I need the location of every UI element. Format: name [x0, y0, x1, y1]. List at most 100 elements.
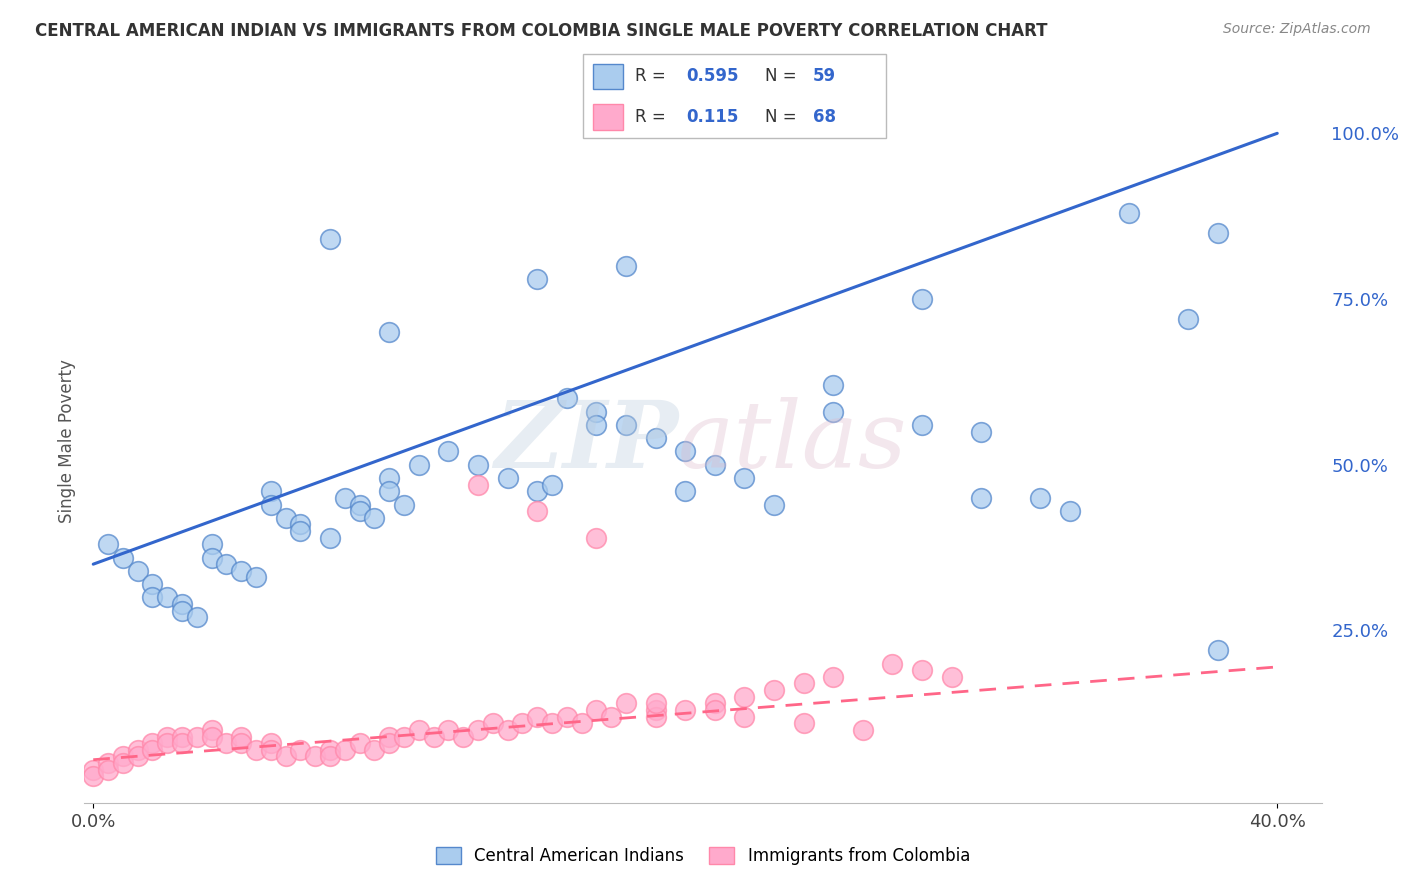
- Point: [349, 504, 371, 518]
- Point: [141, 743, 163, 757]
- Point: [970, 425, 993, 439]
- Point: [541, 716, 564, 731]
- Point: [141, 591, 163, 605]
- Point: [644, 697, 666, 711]
- Point: [437, 723, 460, 737]
- Point: [467, 723, 489, 737]
- Point: [422, 730, 444, 744]
- Text: R =: R =: [636, 108, 676, 126]
- Text: 59: 59: [813, 68, 837, 86]
- Point: [763, 683, 786, 698]
- Point: [703, 703, 725, 717]
- Point: [170, 597, 193, 611]
- Point: [363, 743, 385, 757]
- Point: [600, 709, 623, 723]
- Point: [467, 458, 489, 472]
- Point: [673, 444, 696, 458]
- Point: [451, 730, 474, 744]
- Point: [1177, 312, 1199, 326]
- Point: [614, 259, 637, 273]
- Text: 0.595: 0.595: [686, 68, 738, 86]
- Point: [941, 670, 963, 684]
- Point: [793, 676, 815, 690]
- Point: [156, 730, 179, 744]
- Point: [319, 749, 342, 764]
- Point: [231, 730, 253, 744]
- Point: [363, 510, 385, 524]
- Point: [170, 730, 193, 744]
- Point: [408, 458, 430, 472]
- Point: [127, 749, 149, 764]
- Point: [703, 458, 725, 472]
- Point: [127, 564, 149, 578]
- Point: [260, 736, 283, 750]
- Point: [97, 537, 120, 551]
- Point: [170, 603, 193, 617]
- Point: [201, 537, 224, 551]
- Point: [274, 510, 297, 524]
- Point: [245, 743, 267, 757]
- Point: [526, 272, 548, 286]
- Point: [290, 743, 312, 757]
- Point: [585, 531, 607, 545]
- Point: [392, 498, 415, 512]
- Point: [97, 756, 120, 770]
- Point: [644, 431, 666, 445]
- Point: [141, 577, 163, 591]
- Point: [1059, 504, 1081, 518]
- Point: [378, 471, 401, 485]
- Point: [644, 703, 666, 717]
- Y-axis label: Single Male Poverty: Single Male Poverty: [58, 359, 76, 524]
- Point: [111, 550, 134, 565]
- Text: Source: ZipAtlas.com: Source: ZipAtlas.com: [1223, 22, 1371, 37]
- Point: [156, 736, 179, 750]
- Point: [970, 491, 993, 505]
- Text: N =: N =: [765, 68, 801, 86]
- Point: [852, 723, 875, 737]
- Point: [290, 524, 312, 538]
- Point: [541, 477, 564, 491]
- Point: [186, 730, 208, 744]
- Point: [823, 670, 845, 684]
- Point: [349, 736, 371, 750]
- Point: [1206, 643, 1229, 657]
- FancyBboxPatch shape: [592, 104, 623, 130]
- Point: [260, 498, 283, 512]
- Point: [319, 232, 342, 246]
- Point: [290, 517, 312, 532]
- Point: [186, 610, 208, 624]
- Point: [201, 723, 224, 737]
- Point: [170, 736, 193, 750]
- Point: [82, 769, 104, 783]
- Point: [245, 570, 267, 584]
- Point: [585, 417, 607, 432]
- Point: [333, 491, 356, 505]
- Text: 0.115: 0.115: [686, 108, 738, 126]
- Point: [585, 405, 607, 419]
- FancyBboxPatch shape: [592, 63, 623, 89]
- Point: [763, 498, 786, 512]
- Text: N =: N =: [765, 108, 801, 126]
- Point: [911, 663, 934, 677]
- Point: [156, 591, 179, 605]
- Legend: Central American Indians, Immigrants from Colombia: Central American Indians, Immigrants fro…: [429, 840, 977, 871]
- Point: [733, 709, 755, 723]
- Point: [1029, 491, 1052, 505]
- Point: [378, 484, 401, 499]
- Point: [911, 417, 934, 432]
- Point: [111, 756, 134, 770]
- Point: [333, 743, 356, 757]
- Point: [1118, 206, 1140, 220]
- Point: [526, 709, 548, 723]
- Point: [733, 471, 755, 485]
- Point: [614, 697, 637, 711]
- Text: R =: R =: [636, 68, 671, 86]
- Point: [319, 531, 342, 545]
- Point: [733, 690, 755, 704]
- FancyBboxPatch shape: [583, 54, 886, 138]
- Point: [644, 709, 666, 723]
- Point: [215, 736, 238, 750]
- Point: [555, 392, 578, 406]
- Point: [496, 723, 519, 737]
- Point: [378, 325, 401, 339]
